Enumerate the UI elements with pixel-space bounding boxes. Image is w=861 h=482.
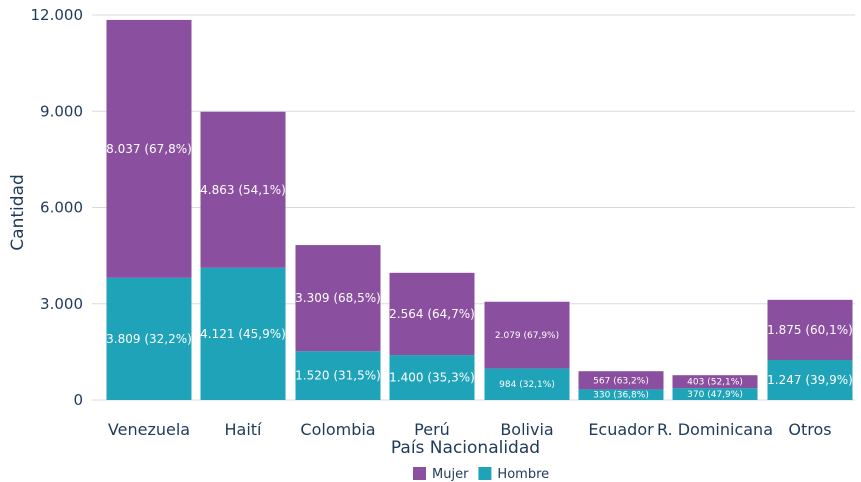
data-label-hombre: 1.400 (35,3%) (389, 371, 475, 385)
data-label-hombre: 330 (36,8%) (593, 391, 649, 401)
x-tick-label: Bolivia (500, 420, 553, 439)
bar-segment-hombre (578, 389, 664, 400)
x-tick-label: Perú (414, 420, 450, 439)
data-label-mujer: 2.564 (64,7%) (389, 307, 475, 321)
bar-segment-mujer (484, 301, 570, 369)
x-tick-label: Colombia (300, 420, 375, 439)
x-tick-label: Haití (225, 420, 263, 439)
bar-segment-hombre (106, 277, 192, 400)
bar-segment-mujer (106, 19, 192, 278)
y-axis-title: Cantidad (8, 174, 28, 250)
data-label-hombre: 1.520 (31,5%) (295, 369, 381, 383)
data-label-mujer: 8.037 (67,8%) (106, 142, 192, 156)
x-tick-label: Ecuador (588, 420, 654, 439)
data-label-hombre: 984 (32,1%) (499, 380, 555, 390)
x-axis-title: País Nacionalidad (391, 438, 540, 458)
bar-segment-hombre (672, 388, 758, 400)
legend-label-mujer: Mujer (432, 467, 469, 482)
y-tick-label: 3.000 (40, 295, 83, 313)
data-label-mujer: 4.863 (54,1%) (200, 183, 286, 197)
bar-segment-hombre (389, 355, 475, 400)
data-label-hombre: 3.809 (32,2%) (106, 332, 192, 346)
data-label-hombre: 1.247 (39,9%) (767, 373, 853, 387)
bar-segment-hombre (200, 267, 286, 400)
x-tick-label: Otros (788, 420, 831, 439)
bar-segment-hombre (295, 351, 381, 400)
bar-segment-mujer (672, 375, 758, 389)
y-tick-label: 12.000 (31, 6, 84, 24)
x-tick-label: Venezuela (108, 420, 190, 439)
data-label-mujer: 1.875 (60,1%) (767, 323, 853, 337)
bar-segment-hombre (767, 359, 853, 400)
bar-segment-mujer (295, 245, 381, 352)
y-tick-label: 0 (73, 391, 83, 409)
legend-label-hombre: Hombre (497, 467, 549, 482)
y-tick-label: 9.000 (40, 102, 83, 120)
bar-segment-mujer (767, 299, 853, 360)
bar-segment-mujer (200, 111, 286, 268)
legend-swatch-mujer (413, 467, 426, 480)
data-label-mujer: 3.309 (68,5%) (295, 291, 381, 305)
data-label-hombre: 4.121 (45,9%) (200, 327, 286, 341)
bar-segment-mujer (578, 371, 664, 390)
y-tick-label: 6.000 (40, 199, 83, 217)
x-tick-label: R. Dominicana (657, 420, 773, 439)
bar-segment-hombre (484, 368, 570, 400)
data-label-mujer: 567 (63,2%) (593, 376, 649, 386)
data-label-hombre: 370 (47,9%) (687, 390, 743, 400)
legend-swatch-hombre (478, 467, 492, 480)
bar-segment-mujer (389, 272, 475, 356)
data-label-mujer: 2.079 (67,9%) (495, 331, 559, 341)
data-label-mujer: 403 (52,1%) (687, 378, 743, 388)
